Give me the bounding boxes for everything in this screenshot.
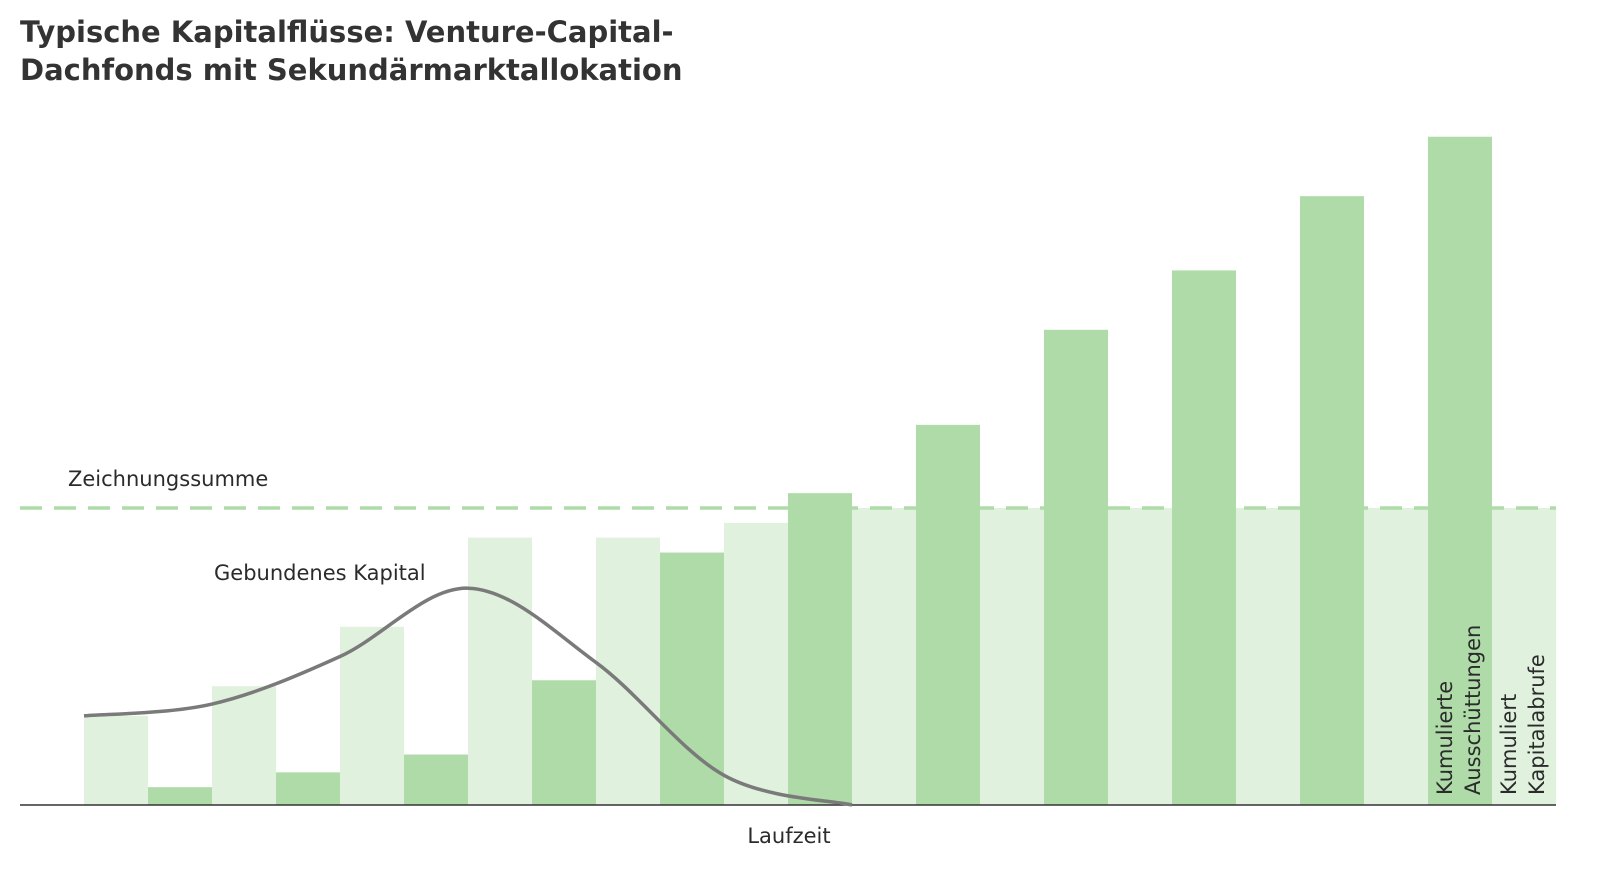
- bar: [916, 424, 980, 805]
- series-label: Kumuliert Kapitalabrufe: [1497, 654, 1549, 795]
- bar: [340, 626, 404, 805]
- bar: [148, 787, 212, 805]
- bar: [980, 508, 1044, 805]
- bar: [1044, 329, 1108, 805]
- bar: [404, 754, 468, 805]
- bar: [724, 522, 788, 805]
- bar: [852, 508, 916, 805]
- x-axis-label: Laufzeit: [747, 824, 830, 848]
- bar: [1300, 196, 1364, 805]
- bar: [660, 552, 724, 805]
- bar: [532, 680, 596, 805]
- bar: [1492, 508, 1556, 805]
- bar: [1108, 508, 1172, 805]
- bar: [212, 686, 276, 805]
- line-label: Gebundenes Kapital: [214, 561, 426, 585]
- reference-label: Zeichnungssumme: [68, 467, 268, 491]
- bar: [1236, 508, 1300, 805]
- bar: [788, 493, 852, 805]
- series-label: Kumulierte Ausschüttungen: [1433, 625, 1485, 795]
- bar: [276, 772, 340, 805]
- bar: [468, 537, 532, 805]
- line: [83, 586, 853, 807]
- bar: [1428, 136, 1492, 805]
- bar: [1364, 508, 1428, 805]
- bar: [84, 715, 148, 805]
- chart-title: Typische Kapitalflüsse: Venture-Capital-…: [20, 15, 683, 87]
- bar: [1172, 270, 1236, 805]
